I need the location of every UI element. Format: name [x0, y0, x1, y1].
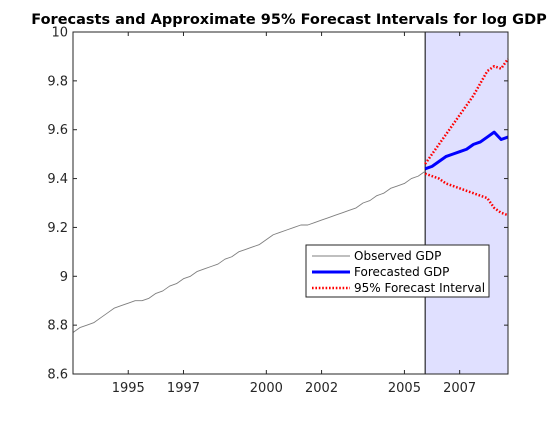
forecasted-gdp-line — [424, 130, 509, 171]
y-tick-label: 9 — [60, 270, 68, 285]
plot-area-frame — [72, 31, 509, 375]
legend-observed-gdp-label: Observed GDP — [354, 249, 441, 263]
x-tick-label: 2007 — [443, 381, 476, 396]
x-tick-label: 1997 — [167, 381, 200, 396]
y-tick-label: 8.6 — [47, 368, 68, 383]
x-tick-label: 2002 — [305, 381, 338, 396]
forecast-interval-upper-line — [424, 58, 510, 165]
x-tick-label: 2000 — [250, 381, 283, 396]
forecast-region — [425, 32, 508, 374]
forecast-interval-lower-line — [424, 172, 509, 217]
chart-title: Forecasts and Approximate 95% Forecast I… — [31, 12, 547, 28]
x-tick-label: 1995 — [112, 381, 145, 396]
legend-forecast-interval-label: 95% Forecast Interval — [354, 281, 485, 295]
y-tick-label: 9.8 — [47, 74, 68, 89]
y-tick-label: 9.2 — [47, 221, 68, 236]
y-tick-label: 9.4 — [47, 172, 68, 187]
observed-gdp-line — [72, 170, 426, 333]
y-tick-label: 10 — [51, 26, 68, 41]
y-tick-label: 8.8 — [47, 319, 68, 334]
y-tick-label: 9.6 — [47, 123, 68, 138]
legend-forecasted-gdp-label: Forecasted GDP — [354, 265, 449, 279]
x-tick-label: 2005 — [388, 381, 421, 396]
